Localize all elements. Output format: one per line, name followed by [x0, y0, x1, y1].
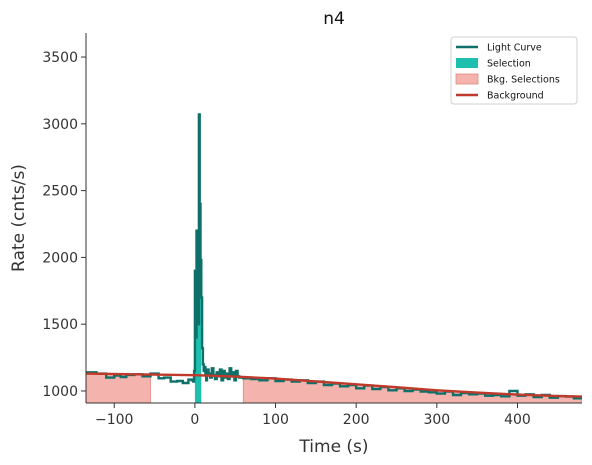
y-tick-label: 3000 [42, 117, 78, 133]
x-tick-label: 100 [262, 412, 289, 428]
y-tick-label: 1500 [42, 317, 78, 333]
x-tick-label: 300 [423, 412, 450, 428]
legend-label-3: Bkg. Selections [487, 75, 560, 86]
y-tick-label: 2000 [42, 250, 78, 266]
x-tick-label: −100 [95, 412, 133, 428]
plot-clip-group [86, 113, 582, 403]
y-axis-label: Rate (cnts/s) [9, 164, 29, 272]
bkg-selection-region-1 [86, 373, 151, 403]
y-tick-label: 3500 [42, 50, 78, 66]
x-axis-label: Time (s) [298, 437, 368, 457]
legend-swatch-2 [456, 58, 478, 68]
y-tick-label: 1000 [42, 384, 78, 400]
x-tick-label: 0 [190, 412, 199, 428]
legend-swatch-3 [455, 73, 479, 85]
x-tick-label: 200 [343, 412, 370, 428]
legend-label-1: Light Curve [487, 43, 542, 54]
y-tick-label: 2500 [42, 184, 78, 200]
x-tick-label: 400 [504, 412, 531, 428]
legend: Light Curve Selection Bkg. Selections Backg… [450, 36, 578, 105]
light-curve-series [86, 113, 582, 400]
chart-title: n4 [323, 9, 345, 29]
legend-label-4: Background [487, 91, 544, 102]
legend-box [450, 36, 578, 105]
plot-area: −100 0 100 200 300 400 1000 1500 2000 2500 3000 350… [42, 33, 582, 428]
background-model-series [86, 372, 582, 398]
legend-label-2: Selection [487, 59, 531, 70]
